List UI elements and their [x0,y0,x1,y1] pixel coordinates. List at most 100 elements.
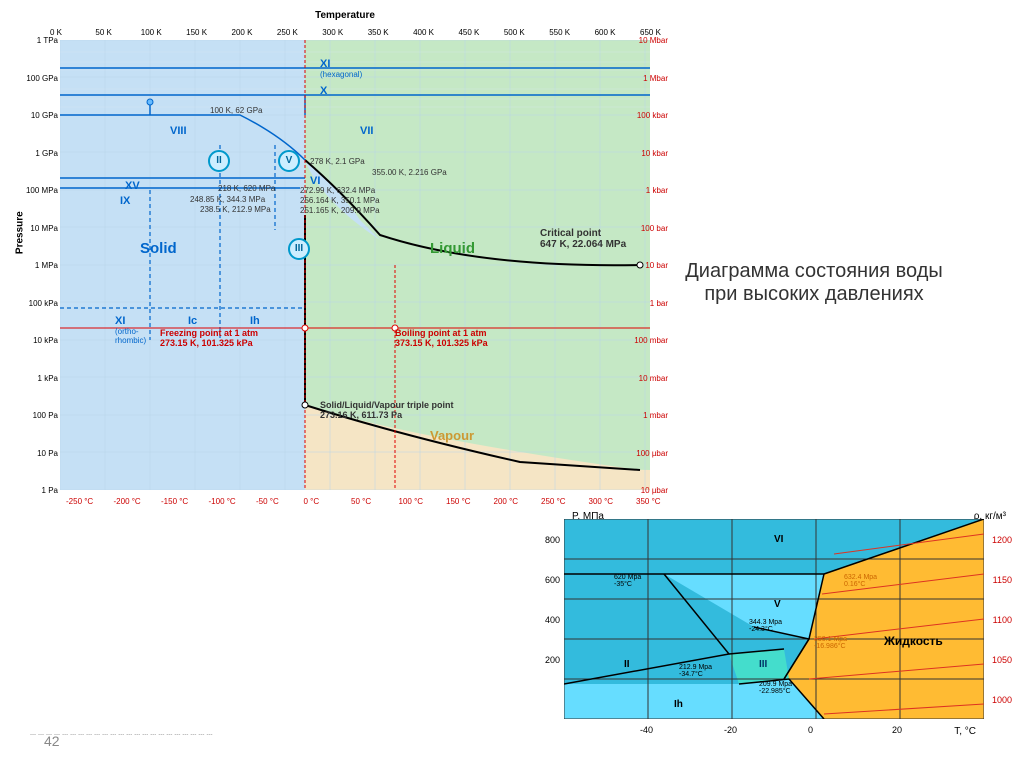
tick-bottom-celsius: 150 °C [446,497,471,506]
tick-bottom-celsius: 200 °C [494,497,519,506]
sm-tick-bottom: 0 [808,725,813,735]
ice-phase-label: VIII [170,125,187,137]
tick-bottom-celsius: -150 °C [161,497,188,506]
tick-top-kelvin: 250 K [277,28,298,37]
data-point-annotation: 272.99 K, 632.4 MPa [300,186,375,195]
sm-tick-left: 600 [520,575,560,585]
sm-tick-bottom: -40 [640,725,653,735]
water-phase-diagram-zoom: P, МПа ρ, кг/м³ T, °C [514,509,1014,749]
tick-right-bar: 1 kbar [646,186,668,195]
tick-top-kelvin: 600 K [595,28,616,37]
tick-left-pascal: 10 Pa [22,449,58,458]
slide-number: 42 [44,733,60,749]
tick-bottom-celsius: -100 °C [209,497,236,506]
water-phase-diagram-full: Temperature Pressure [20,10,670,520]
ice-phase-label: VII [360,125,373,137]
sm-tick-right: 1000 [992,695,1012,705]
tick-top-kelvin: 100 K [141,28,162,37]
sm-phase-label: Ih [674,699,683,710]
liquid-label: Liquid [430,240,475,257]
ice-phase-label: XI(ortho- rhombic) [115,315,146,345]
small-chart-area: VIVIIIIIIhЖидкость 620 Mpa -35°C632.4 Mp… [564,519,984,719]
tick-right-bar: 100 bar [641,224,668,233]
ice-phase-label: X [320,85,327,97]
data-point-annotation: 256.164 K, 350.1 MPa [300,196,380,205]
tick-bottom-celsius: -250 °C [66,497,93,506]
sm-tick-right: 1050 [992,655,1012,665]
sm-tick-left: 800 [520,535,560,545]
tick-right-bar: 1 bar [650,299,668,308]
tick-bottom-celsius: -200 °C [114,497,141,506]
tick-right-bar: 100 mbar [634,336,668,345]
sm-annotation: 632.4 Mpa 0.16°C [844,574,877,588]
tick-left-pascal: 100 kPa [22,299,58,308]
sm-tick-right: 1100 [993,615,1012,625]
sm-annotation: 350.1 Mpa -16.986°C [814,636,847,650]
data-point-annotation: 251.165 K, 209.9 MPa [300,206,380,215]
sm-annotation: 344.3 Mpa -24.3°C [749,619,782,633]
tick-bottom-celsius: -50 °C [256,497,279,506]
sm-phase-label: Жидкость [884,634,943,648]
data-point-annotation: 218 K, 620 MPa [218,184,275,193]
tick-bottom-celsius: 300 °C [589,497,614,506]
ice-phase-label: Ih [250,315,260,327]
tick-bottom-celsius: 250 °C [541,497,566,506]
tick-left-pascal: 1 TPa [22,36,58,45]
ice-phase-badge: V [278,150,300,172]
data-point-annotation: 355.00 K, 2.216 GPa [372,168,447,177]
tick-top-kelvin: 550 K [549,28,570,37]
tick-top-kelvin: 300 K [322,28,343,37]
slide-caption: Диаграмма состояния воды при высоких дав… [684,260,944,306]
sm-tick-left: 400 [520,615,560,625]
temperature-axis-title: Temperature [315,10,375,21]
tick-right-bar: 1 mbar [643,411,668,420]
freezing-point-label: Freezing point at 1 atm 273.15 K, 101.32… [160,328,258,348]
sm-annotation: 620 Mpa -35°C [614,574,641,588]
tick-right-bar: 10 Mbar [639,36,668,45]
sm-tick-right: 1150 [993,575,1012,585]
ice-phase-badge: II [208,150,230,172]
sm-phase-label: III [759,659,767,670]
sm-tick-left: 200 [520,655,560,665]
ice-phase-badge: III [288,238,310,260]
ice-phase-label: XV [125,180,140,192]
critical-point-label: Critical point 647 K, 22.064 MPa [540,228,626,250]
tick-top-kelvin: 200 K [232,28,253,37]
tick-left-pascal: 100 MPa [22,186,58,195]
tick-right-bar: 1 Mbar [643,74,668,83]
solid-label: Solid [140,240,177,257]
vapour-label: Vapour [430,428,474,443]
tick-top-kelvin: 500 K [504,28,525,37]
tick-right-bar: 10 kbar [641,149,668,158]
tick-bottom-celsius: 100 °C [399,497,424,506]
boiling-point-label: Boiling point at 1 atm 373.15 K, 101.325… [395,328,488,348]
data-point-annotation: 238.5 K, 212.9 MPa [200,205,271,214]
data-point-annotation: 278 K, 2.1 GPa [310,157,365,166]
data-point-annotation: 100 K, 62 GPa [210,106,262,115]
tick-left-pascal: 100 GPa [22,74,58,83]
ice-phase-label: IX [120,195,130,207]
tick-right-bar: 10 mbar [639,374,668,383]
sm-phase-label: VI [774,534,783,545]
tick-top-kelvin: 50 K [95,28,111,37]
tick-right-bar: 10 µbar [641,486,668,495]
phase-diagram-svg [60,40,650,490]
tick-bottom-celsius: 0 °C [304,497,320,506]
tick-top-kelvin: 150 K [186,28,207,37]
tick-right-bar: 100 kbar [637,111,668,120]
data-point-annotation: 248.85 K, 344.3 MPa [190,195,265,204]
tick-left-pascal: 100 Pa [22,411,58,420]
sm-phase-label: V [774,599,781,610]
ice-phase-label: Ic [188,315,197,327]
triple-point-label: Solid/Liquid/Vapour triple point 273.16 … [320,400,454,420]
tick-left-pascal: 1 Pa [22,486,58,495]
tick-left-pascal: 1 MPa [22,261,58,270]
tick-right-bar: 10 bar [645,261,668,270]
pressure-axis-title: Pressure [15,211,26,254]
sm-annotation: 212.9 Mpa -34.7°C [679,664,712,678]
tick-top-kelvin: 350 K [368,28,389,37]
tick-right-bar: 100 µbar [636,449,668,458]
tick-top-kelvin: 450 K [458,28,479,37]
sm-tick-bottom: -20 [724,725,737,735]
tick-bottom-celsius: 50 °C [351,497,371,506]
